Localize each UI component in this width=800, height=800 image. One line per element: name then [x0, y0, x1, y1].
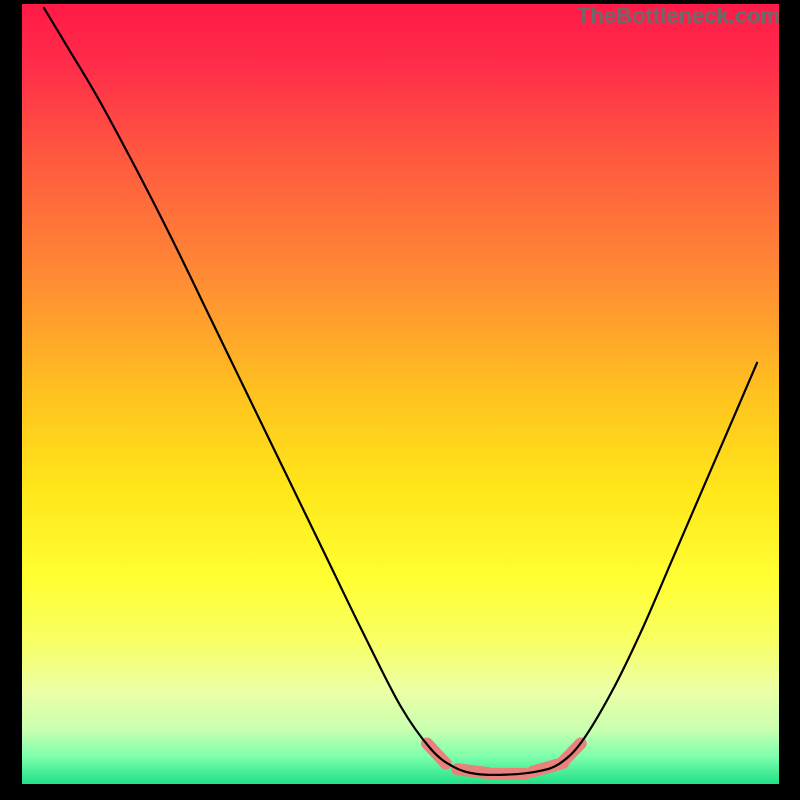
watermark-text: TheBottleneck.com [577, 3, 780, 29]
curve-layer [22, 4, 779, 784]
bottleneck-curve [44, 8, 757, 775]
chart-stage: TheBottleneck.com [0, 0, 800, 800]
plot-area [22, 4, 779, 784]
